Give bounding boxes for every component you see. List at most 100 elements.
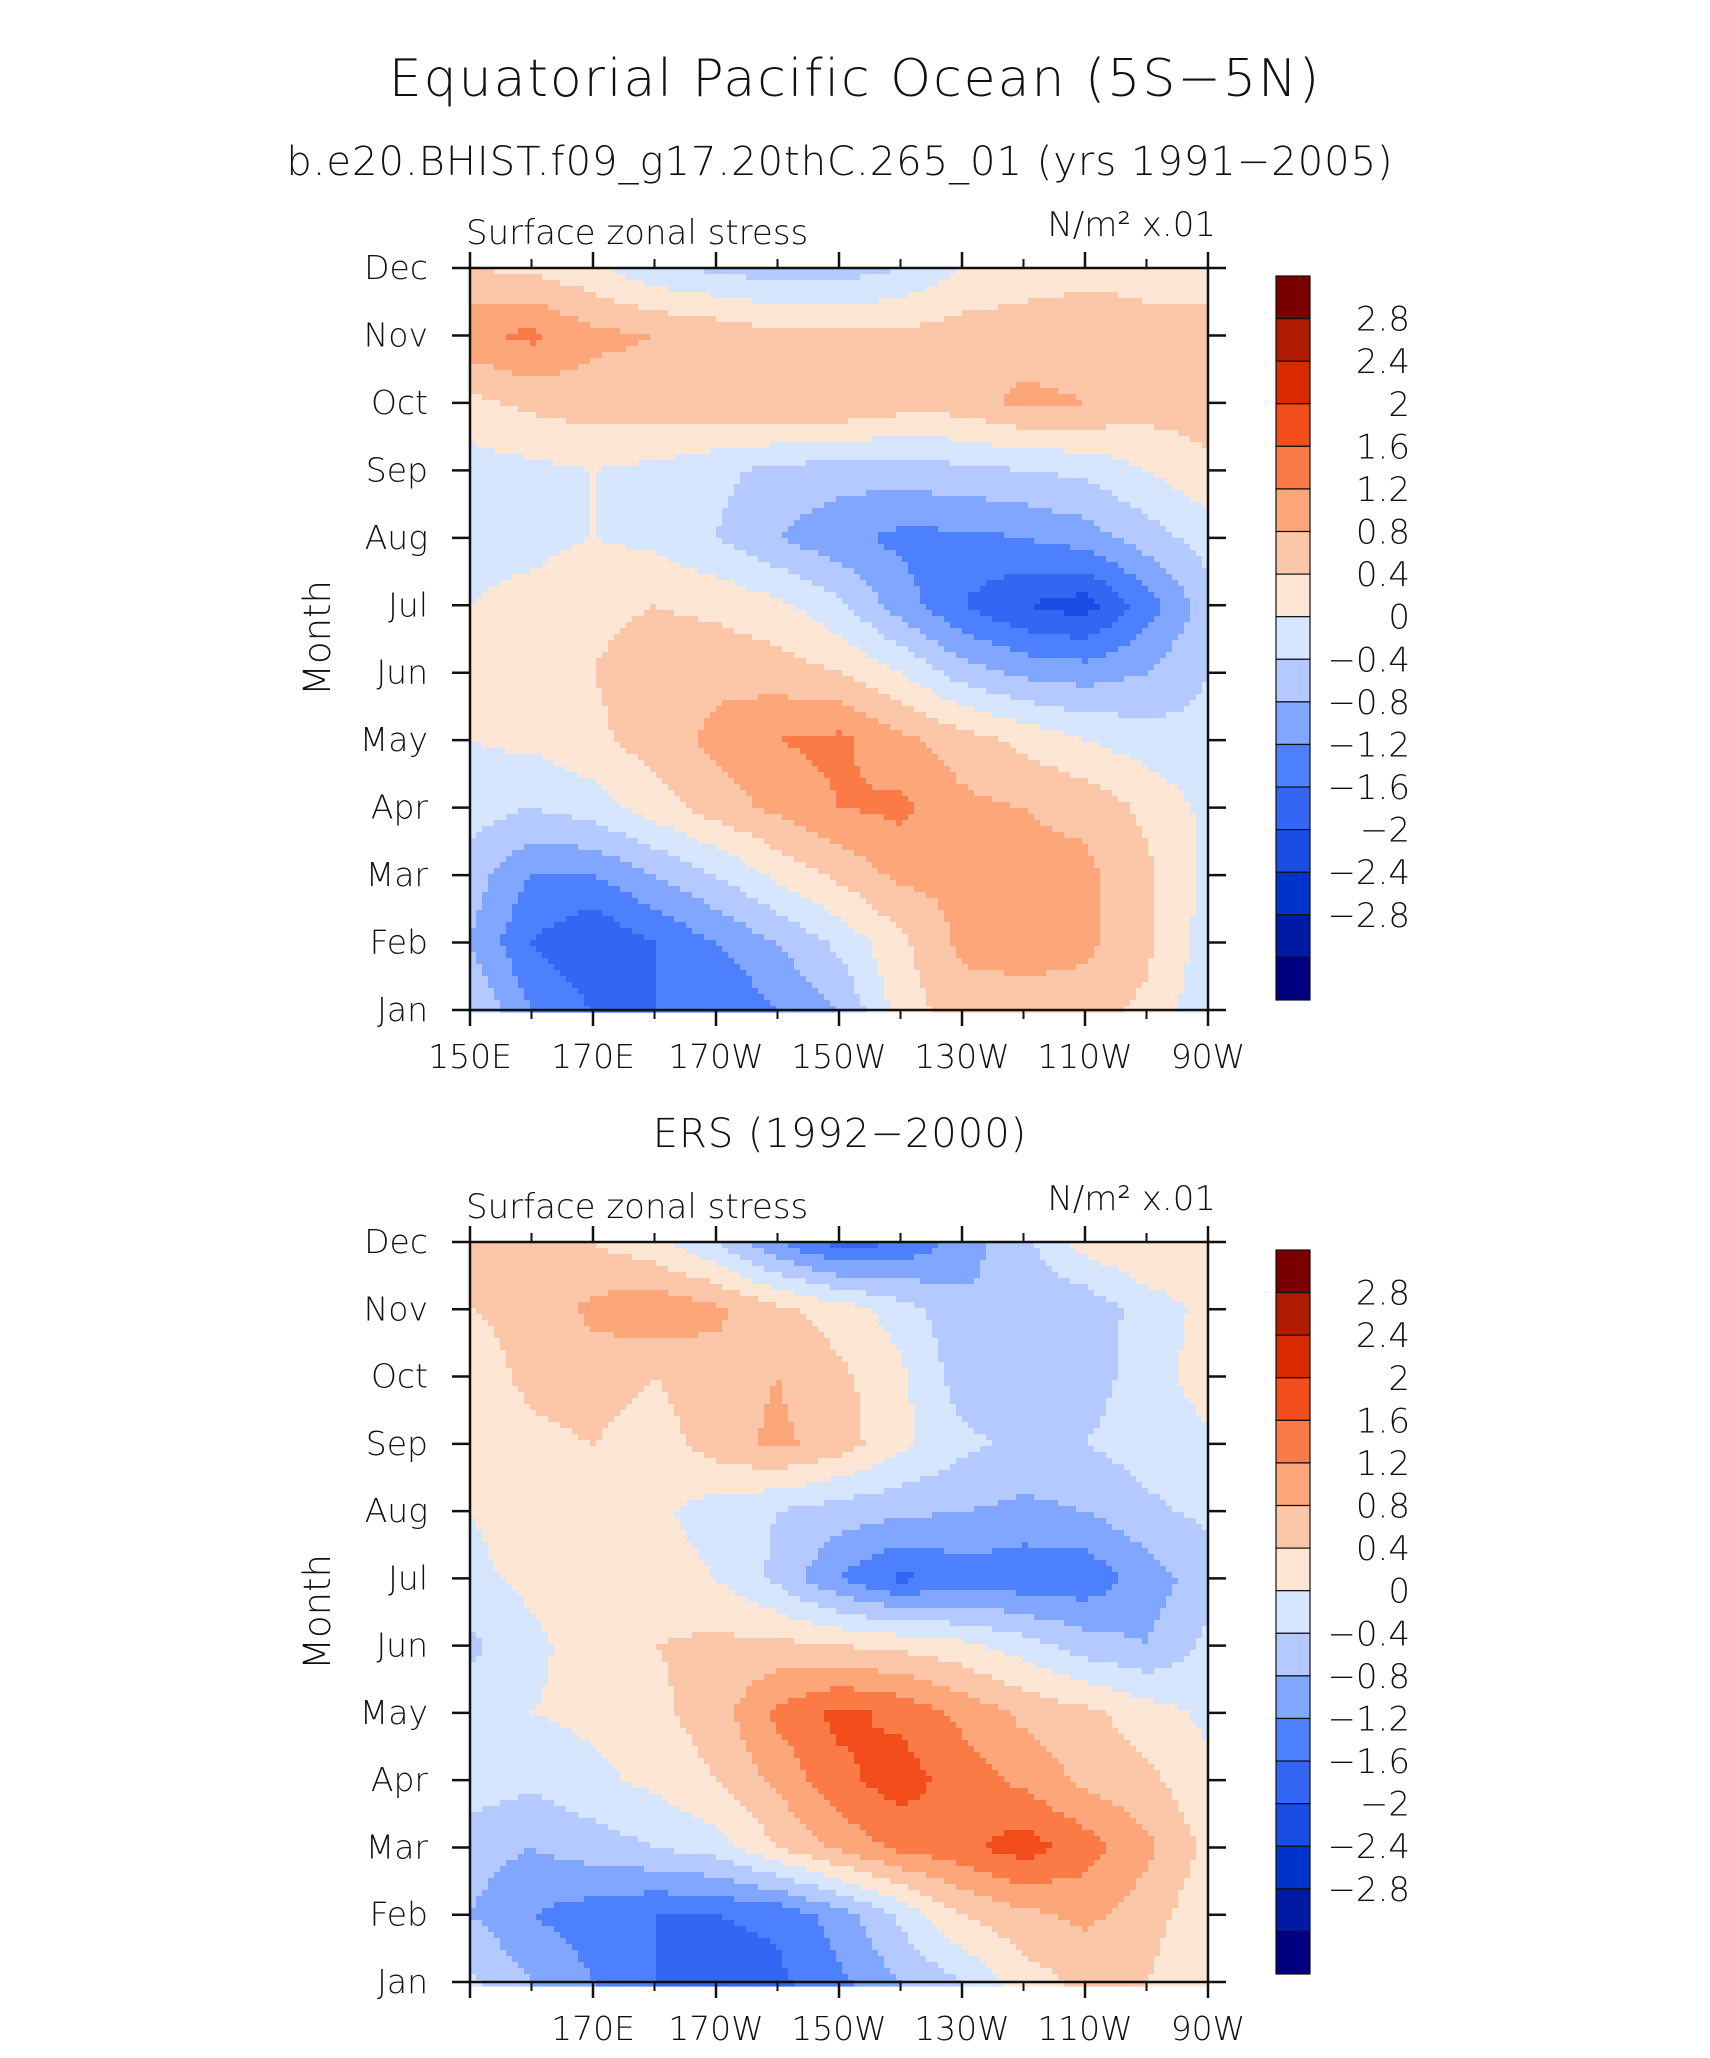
contour-cell [752, 370, 759, 377]
contour-cell [488, 466, 495, 473]
contour-cell [752, 292, 759, 299]
contour-cell [668, 304, 675, 311]
contour-cell [800, 400, 807, 407]
contour-cell [1118, 346, 1125, 353]
contour-cell [842, 334, 849, 341]
contour-cell [1130, 358, 1137, 365]
contour-cell [506, 346, 513, 353]
contour-cell [1064, 328, 1071, 335]
contour-cell [1016, 292, 1023, 299]
contour-cell [980, 292, 987, 299]
contour-cell [836, 298, 843, 305]
contour-cell [1088, 496, 1095, 503]
contour-cell [1010, 304, 1017, 311]
contour-cell [770, 334, 777, 341]
contour-cell [806, 322, 813, 329]
contour-cell [1100, 340, 1107, 347]
contour-cell [674, 400, 681, 407]
contour-cell [656, 280, 663, 287]
contour-cell [1016, 472, 1023, 479]
contour-cell [740, 502, 747, 509]
contour-cell [1064, 292, 1071, 299]
contour-cell [824, 358, 831, 365]
contour-cell [596, 430, 603, 437]
contour-cell [1124, 406, 1131, 413]
contour-cell [1136, 502, 1143, 509]
contour-cell [914, 328, 921, 335]
contour-cell [1142, 484, 1149, 491]
contour-cell [728, 454, 735, 461]
contour-cell [782, 406, 789, 413]
contour-cell [1196, 316, 1203, 323]
contour-cell [656, 322, 663, 329]
contour-cell [656, 466, 663, 473]
contour-cell [572, 352, 579, 359]
contour-cell [908, 418, 915, 425]
contour-cell [716, 406, 723, 413]
contour-cell [1058, 490, 1065, 497]
contour-cell [830, 466, 837, 473]
contour-cell [488, 484, 495, 491]
contour-cell [1124, 454, 1131, 461]
contour-cell [722, 478, 729, 485]
contour-cell [878, 388, 885, 395]
contour-cell [926, 358, 933, 365]
contour-cell [656, 370, 663, 377]
contour-cell [1046, 400, 1053, 407]
contour-cell [566, 430, 573, 437]
contour-cell [794, 340, 801, 347]
contour-cell [506, 352, 513, 359]
contour-cell [584, 412, 591, 419]
contour-cell [968, 292, 975, 299]
contour-cell [482, 352, 489, 359]
contour-cell [1088, 502, 1095, 509]
contour-cell [686, 448, 693, 455]
contour-cell [638, 454, 645, 461]
contour-cell [572, 376, 579, 383]
contour-cell [974, 274, 981, 281]
contour-cell [506, 460, 513, 467]
contour-cell [830, 316, 837, 323]
contour-cell [1082, 346, 1089, 353]
contour-cell [1070, 310, 1077, 317]
contour-cell [530, 508, 537, 515]
contour-cell [680, 508, 687, 515]
contour-cell [578, 442, 585, 449]
contour-cell [698, 340, 705, 347]
contour-cell [1028, 400, 1035, 407]
contour-cell [1034, 340, 1041, 347]
contour-cell [1076, 394, 1083, 401]
contour-cell [494, 304, 501, 311]
contour-cell [812, 382, 819, 389]
contour-cell [830, 484, 837, 491]
contour-cell [758, 322, 765, 329]
contour-cell [644, 508, 651, 515]
contour-cell [692, 490, 699, 497]
contour-cell [620, 376, 627, 383]
contour-cell [494, 340, 501, 347]
contour-cell [536, 502, 543, 509]
contour-cell [1082, 412, 1089, 419]
contour-cell [560, 274, 567, 281]
contour-cell [1196, 412, 1203, 419]
contour-cell [1184, 340, 1191, 347]
contour-cell [902, 430, 909, 437]
contour-cell [722, 286, 729, 293]
contour-cell [680, 340, 687, 347]
contour-cell [1082, 502, 1089, 509]
contour-cell [1160, 436, 1167, 443]
contour-cell [692, 274, 699, 281]
contour-cell [1004, 346, 1011, 353]
contour-cell [926, 472, 933, 479]
contour-cell [938, 286, 945, 293]
contour-cell [1004, 478, 1011, 485]
contour-cell [590, 400, 597, 407]
contour-cell [1142, 292, 1149, 299]
contour-cell [1106, 316, 1113, 323]
contour-cell [1130, 490, 1137, 497]
contour-cell [878, 496, 885, 503]
contour-cell [770, 340, 777, 347]
contour-cell [1154, 430, 1161, 437]
contour-cell [914, 400, 921, 407]
contour-cell [656, 436, 663, 443]
